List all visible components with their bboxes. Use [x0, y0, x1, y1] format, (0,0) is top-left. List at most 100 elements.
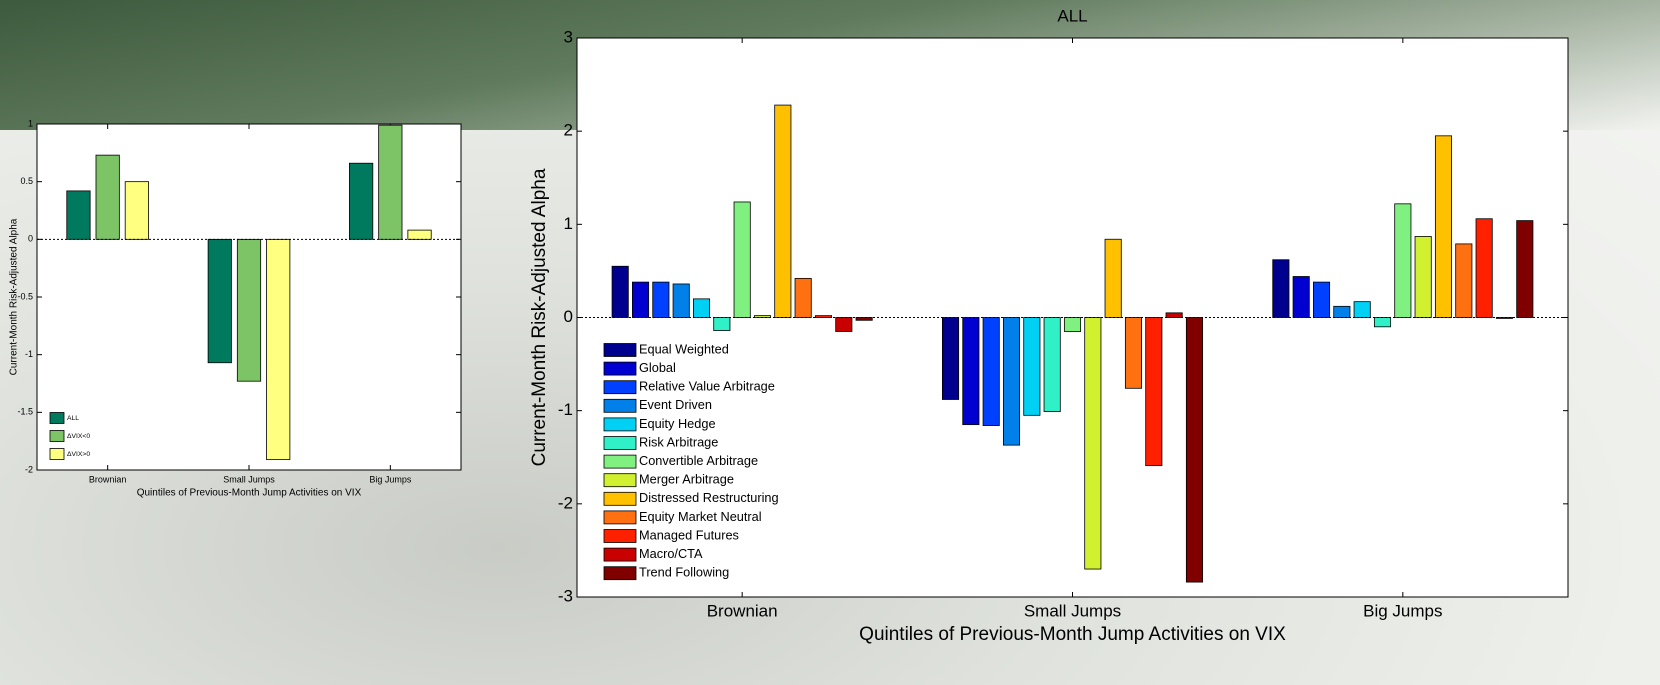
y-tick-label: 1 — [564, 214, 573, 233]
bar — [982, 317, 1000, 426]
bar — [378, 124, 403, 240]
x-axis-label: Quintiles of Previous-Month Jump Activit… — [859, 624, 1286, 645]
bar — [266, 238, 291, 461]
y-axis-label: Current-Month Risk-Adjusted Alpha — [529, 168, 550, 466]
bar — [672, 283, 690, 318]
bar — [835, 317, 853, 332]
legend-label: Trend Following — [639, 565, 729, 580]
x-tick-label: Big Jumps — [1363, 601, 1442, 620]
legend-swatch — [603, 454, 637, 469]
y-tick-label: 1 — [28, 118, 33, 128]
legend-label: ALL — [67, 415, 79, 422]
bar — [1455, 243, 1473, 318]
bar — [1333, 305, 1351, 318]
legend-label: Managed Futures — [639, 527, 739, 542]
bar — [1475, 218, 1493, 318]
legend-label: Global — [639, 360, 676, 375]
legend-swatch — [49, 448, 65, 460]
bar — [1002, 317, 1021, 446]
bar — [66, 190, 91, 240]
y-tick-label: -1 — [25, 349, 33, 359]
bar — [1063, 317, 1082, 332]
bar — [1353, 301, 1371, 318]
bar — [774, 104, 792, 318]
bar — [733, 201, 751, 318]
bar — [631, 281, 650, 318]
y-axis-label: Current-Month Risk-Adjusted Alpha — [9, 218, 20, 375]
legend-label: ΔVIX>0 — [67, 451, 90, 458]
y-tick-label: -2 — [558, 493, 573, 512]
bar — [652, 281, 670, 318]
legend-swatch — [603, 473, 637, 488]
bar — [1292, 276, 1310, 318]
chart-title: ALL — [1057, 6, 1087, 25]
legend-swatch — [603, 361, 637, 376]
bar — [1516, 220, 1534, 318]
x-axis-label: Quintiles of Previous-Month Jump Activit… — [137, 488, 362, 499]
legend-label: ΔVIX<0 — [67, 433, 90, 440]
x-tick-label: Small Jumps — [223, 474, 275, 484]
legend-swatch — [603, 547, 637, 562]
y-tick-label: -1 — [558, 400, 573, 419]
bar — [349, 162, 374, 240]
y-tick-label: 3 — [564, 27, 573, 46]
legend-label: Equity Hedge — [639, 416, 716, 431]
legend-swatch — [603, 417, 637, 432]
y-tick-label: 2 — [564, 121, 573, 140]
bar — [1373, 317, 1392, 328]
bar — [941, 317, 960, 400]
y-tick-label: -2 — [25, 464, 33, 474]
bar — [611, 265, 629, 318]
y-tick-label: -1.5 — [17, 407, 33, 417]
bar — [1394, 203, 1412, 318]
bar — [1434, 135, 1453, 318]
bar — [124, 181, 149, 240]
bar — [1495, 317, 1514, 319]
legend-label: Merger Arbitrage — [639, 472, 734, 487]
y-tick-label: 0 — [28, 234, 33, 244]
x-tick-label: Brownian — [707, 601, 778, 620]
bar — [95, 154, 120, 240]
bar — [1023, 317, 1041, 416]
legend-label: Distressed Restructuring — [639, 490, 779, 505]
bar — [407, 229, 432, 240]
legend-label: Convertible Arbitrage — [639, 453, 758, 468]
legend-label: Equity Market Neutral — [639, 509, 762, 524]
bar — [1104, 238, 1122, 318]
legend-swatch — [603, 398, 637, 413]
legend-label: Risk Arbitrage — [639, 434, 718, 449]
bar — [962, 317, 980, 426]
legend-swatch — [49, 430, 65, 442]
legend-label: Equal Weighted — [639, 341, 729, 356]
bar — [1165, 312, 1183, 318]
bar — [1084, 317, 1102, 570]
bar — [814, 315, 833, 318]
legend-swatch — [49, 412, 65, 424]
y-tick-label: 0 — [564, 307, 573, 326]
y-tick-label: -0.5 — [17, 291, 33, 301]
y-tick-label: -3 — [558, 586, 573, 605]
x-tick-label: Small Jumps — [1024, 601, 1121, 620]
bar — [1124, 317, 1143, 389]
bar — [692, 298, 711, 318]
bar — [713, 317, 731, 331]
legend-swatch — [603, 380, 637, 395]
bar — [207, 238, 232, 364]
bar — [794, 277, 812, 318]
bar — [1043, 317, 1061, 412]
bar — [1145, 317, 1163, 467]
legend-swatch — [603, 529, 637, 543]
bar — [236, 238, 262, 382]
legend-swatch — [603, 343, 637, 357]
bar — [1312, 281, 1331, 318]
y-tick-label: 0.5 — [20, 176, 33, 186]
legend-label: Macro/CTA — [639, 546, 703, 561]
bar — [855, 317, 873, 321]
legend-label: Relative Value Arbitrage — [639, 379, 775, 394]
x-tick-label: Brownian — [89, 474, 127, 484]
legend-swatch — [603, 566, 637, 581]
x-tick-label: Big Jumps — [369, 474, 412, 484]
legend-swatch — [603, 510, 637, 525]
legend-label: Event Driven — [639, 397, 712, 412]
